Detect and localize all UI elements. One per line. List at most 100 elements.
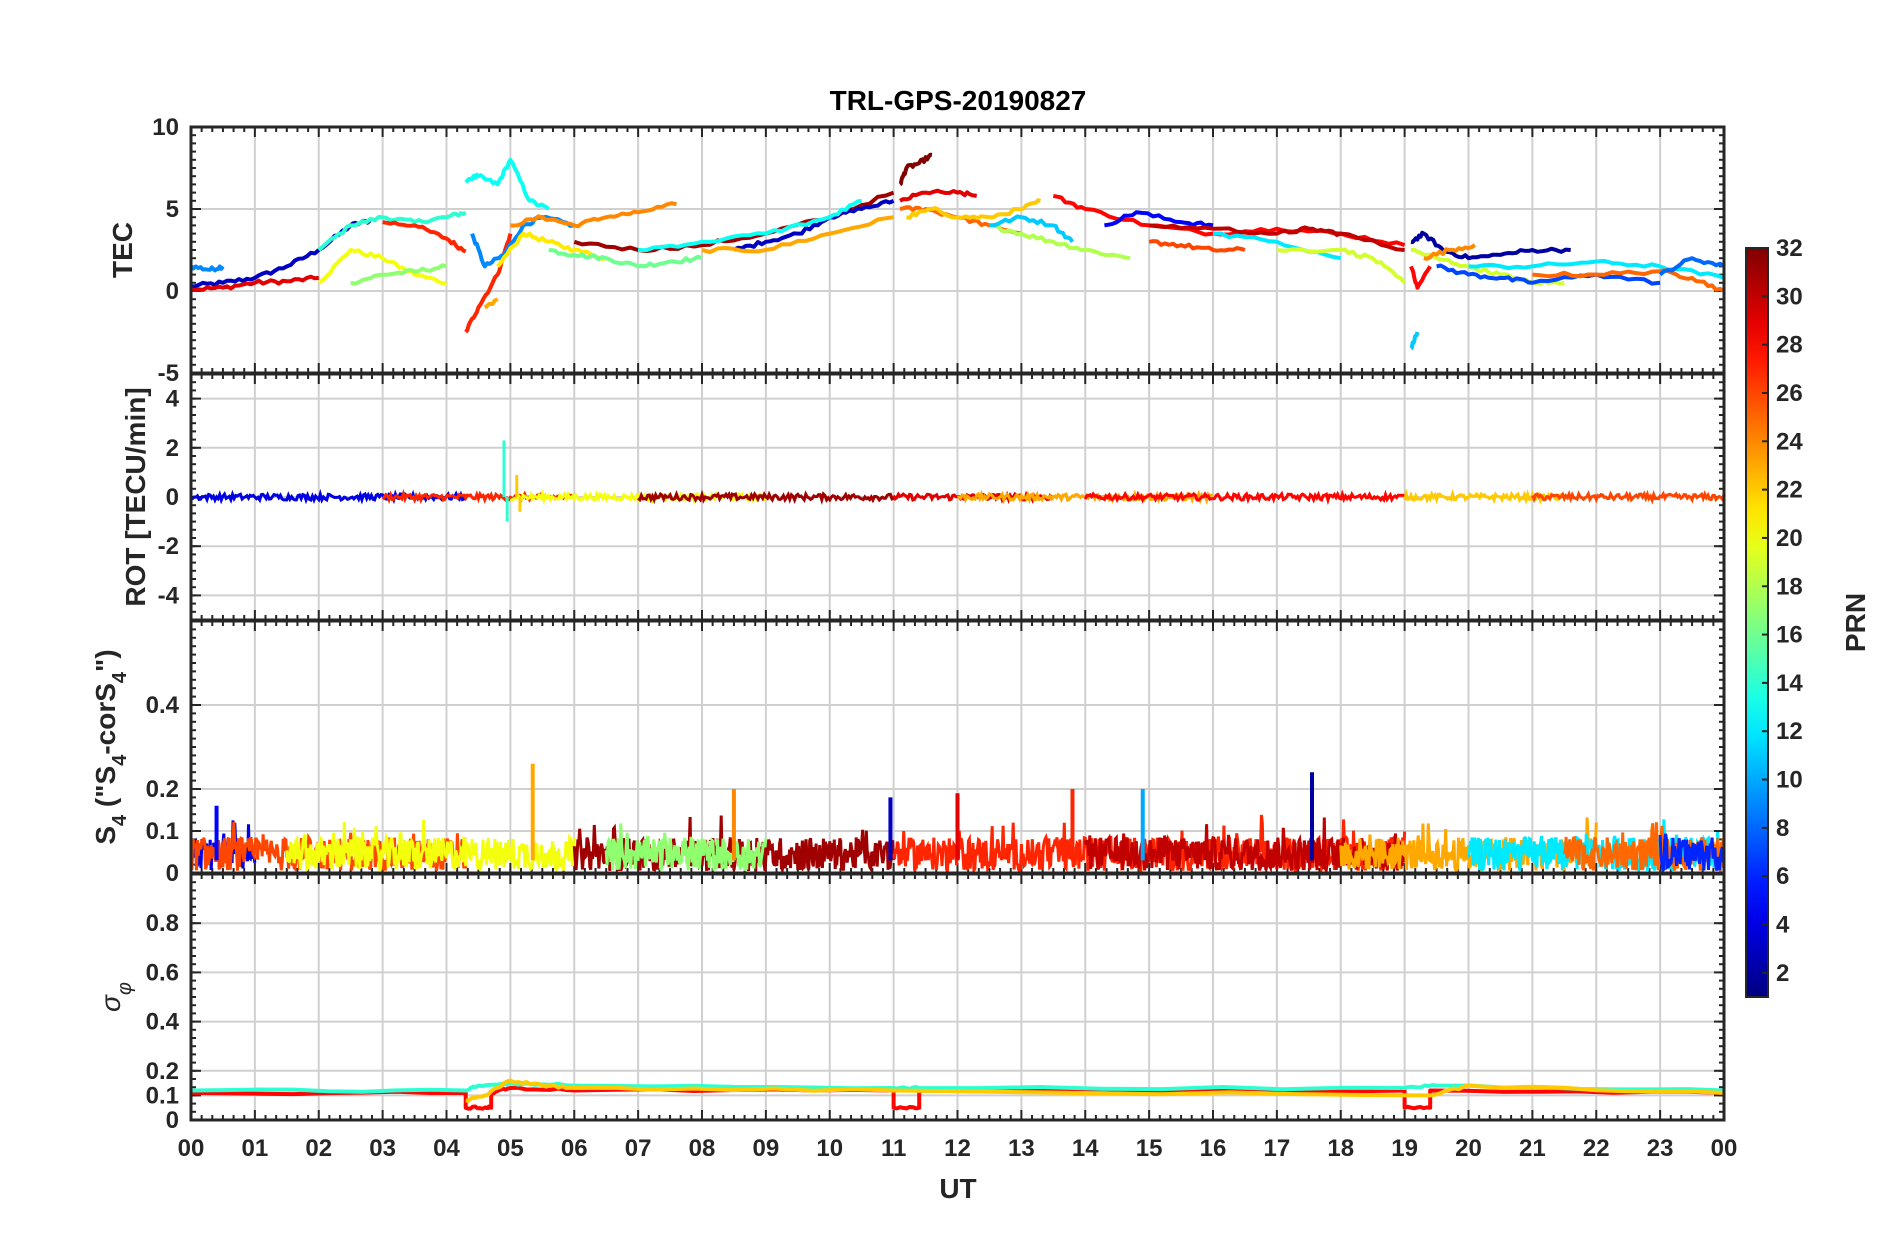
series-line-prn-29 <box>899 188 978 203</box>
series-line-prn-9 <box>470 215 575 269</box>
x-tick-label: 21 <box>1519 1135 1546 1162</box>
series-line-prn-22 <box>906 198 1041 221</box>
y-axis-label-part: ") <box>90 649 121 672</box>
series-line-prn-7 <box>1436 263 1661 286</box>
series-line-prn-27 <box>382 220 467 254</box>
x-tick-label: 13 <box>1008 1135 1035 1162</box>
series-line-prn-5 <box>1104 210 1214 228</box>
series-line-prn-25 <box>1532 268 1724 293</box>
x-tick-label: 12 <box>944 1135 971 1162</box>
x-tick-label: 04 <box>433 1135 460 1162</box>
x-tick-label: 07 <box>625 1135 652 1162</box>
colorbar-tick-label: 24 <box>1776 428 1803 455</box>
colorbar-tick-label: 18 <box>1776 573 1803 600</box>
y-axis-label-sigma: σφ <box>95 982 136 1012</box>
x-tick-label: 00 <box>1711 1135 1738 1162</box>
x-tick-label: 02 <box>305 1135 332 1162</box>
y-tick-label: 0.8 <box>146 910 179 937</box>
series-line-prn-11 <box>1409 331 1420 351</box>
colorbar-tick-label: 28 <box>1776 332 1803 359</box>
x-tick-label: 10 <box>816 1135 843 1162</box>
x-tick-label: 20 <box>1455 1135 1482 1162</box>
y-tick-label: 0.2 <box>146 776 179 803</box>
x-tick-label: 16 <box>1200 1135 1227 1162</box>
plot-data <box>191 1078 1724 1111</box>
series-line-prn-19 <box>1276 247 1407 285</box>
x-tick-label: 11 <box>881 1135 906 1162</box>
series-line-prn-8 <box>1658 256 1724 277</box>
y-tick-label: -2 <box>158 533 179 560</box>
series-line-prn-12 <box>1468 258 1724 280</box>
series-line-prn-17 <box>350 263 448 286</box>
y-tick-label: 0.1 <box>146 1082 179 1109</box>
s4-trace-prn-6 <box>1658 833 1724 873</box>
y-axis-label-rot: ROT [TECU/min] <box>120 387 151 606</box>
colorbar-tick-label: 30 <box>1776 283 1803 310</box>
s4-trace-prn-20 <box>285 819 576 873</box>
series-line-prn-18 <box>989 223 1131 261</box>
colorbar-tick-label: 32 <box>1776 235 1803 262</box>
y-tick-label: -4 <box>158 582 180 609</box>
x-axis-label: UT <box>939 1173 976 1204</box>
y-axis-label-part: σ <box>95 994 126 1012</box>
y-tick-label: 5 <box>166 196 179 223</box>
s4-trace-prn-17 <box>604 823 768 871</box>
colorbar-tick-label: 12 <box>1776 718 1803 745</box>
colorbar-tick-label: 16 <box>1776 622 1803 649</box>
y-axis-label-tec: TEC <box>107 222 138 278</box>
series-line-prn-24 <box>1423 243 1476 261</box>
y-tick-label: 0.6 <box>146 959 179 986</box>
series-line-prn-28 <box>1409 265 1432 290</box>
y-tick-label: 0.4 <box>146 1009 180 1036</box>
x-tick-label: 09 <box>753 1135 780 1162</box>
series-line-prn-3 <box>732 198 895 252</box>
x-tick-label: 15 <box>1136 1135 1163 1162</box>
x-tick-label: 06 <box>561 1135 588 1162</box>
panel-sigma: 00.10.2 0.4 0.6 0.8 σφ <box>95 872 1726 1134</box>
plot-data <box>191 152 1724 351</box>
x-tick-label: 01 <box>242 1135 269 1162</box>
colorbar-bar <box>1745 247 1769 998</box>
rot-trace-prn-26 <box>1531 489 1724 505</box>
colorbar-tick-label: 10 <box>1776 767 1803 794</box>
colorbar-tick-label: 2 <box>1776 960 1789 987</box>
plot-data <box>191 763 1724 873</box>
colorbar-label: PRN <box>1840 593 1871 652</box>
x-tick-label: 18 <box>1327 1135 1354 1162</box>
panel-tec: -5 0 5 10 TEC <box>107 114 1726 387</box>
y-tick-label: 2 <box>166 435 179 462</box>
series-line-prn-13 <box>638 198 862 253</box>
series-line-prn-16 <box>548 248 703 269</box>
chart-title: TRL-GPS-20190827 <box>830 85 1087 116</box>
x-tick-label: 23 <box>1647 1135 1674 1162</box>
series-line-prn-11 <box>989 214 1075 244</box>
y-tick-label: 10 <box>152 114 179 141</box>
y-tick-label: 0.4 <box>146 692 180 719</box>
panel-rot: -4 -2 0 2 4 ROT [TECU/min] <box>120 372 1726 622</box>
y-axis-label-part: φ <box>114 982 136 995</box>
series-line-prn-13 <box>464 157 550 211</box>
colorbar-tick-label: 26 <box>1776 380 1803 407</box>
y-tick-label: 0 <box>166 484 179 511</box>
series-line-prn-14 <box>191 1081 1724 1094</box>
colorbar-tick-label: 22 <box>1776 477 1803 504</box>
panel-s4: 00.10.20.4S4 ("S4-corS4") <box>90 619 1726 887</box>
y-tick-label: 4 <box>166 386 180 413</box>
y-tick-label: -5 <box>158 360 179 387</box>
series-line-prn-14 <box>317 210 467 252</box>
y-axis-label-part: 4 <box>109 671 131 683</box>
y-axis-label-part: ("S <box>90 766 121 815</box>
series-line-prn-30 <box>1148 223 1405 252</box>
series-line-prn-22 <box>465 1078 1724 1103</box>
series-line-prn-29 <box>191 274 319 293</box>
y-axis-label-s4: S4 ("S4-corS4") <box>90 649 131 844</box>
panel-frame <box>189 872 1726 1122</box>
colorbar-tick-label: 4 <box>1776 912 1790 939</box>
series-line-prn-2 <box>1410 230 1571 261</box>
colorbar-tick-label: 6 <box>1776 863 1789 890</box>
y-tick-label: 0.2 <box>146 1058 179 1085</box>
x-tick-label: 19 <box>1391 1135 1418 1162</box>
y-axis-label-part: 4 <box>109 754 131 766</box>
